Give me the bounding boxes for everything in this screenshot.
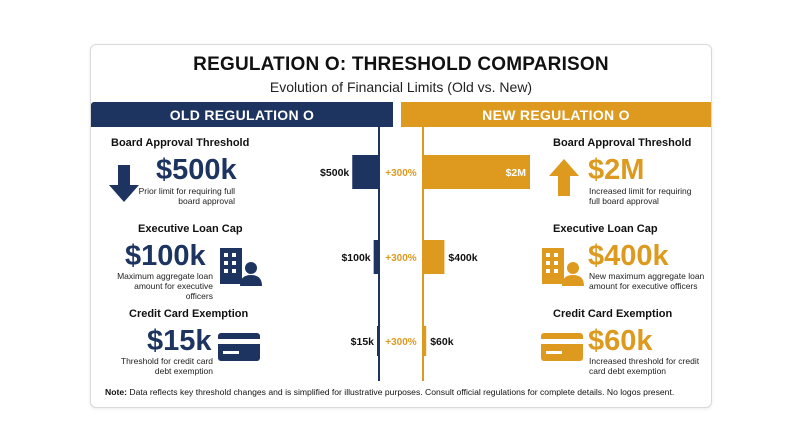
new-section-title-card: Credit Card Exemption bbox=[553, 308, 673, 320]
arrow-down-icon bbox=[108, 165, 140, 208]
old-bar-label: $100k bbox=[341, 252, 370, 264]
footnote: Note: Data reflects key threshold change… bbox=[105, 387, 674, 397]
new-board-description: Increased limit for requiring full board… bbox=[589, 186, 692, 207]
infographic-card: REGULATION O: THRESHOLD COMPARISON Evolu… bbox=[90, 44, 712, 408]
old-board-description: Prior limit for requiring full board app… bbox=[138, 186, 235, 207]
new-bar bbox=[423, 240, 445, 274]
old-board-value: $500k bbox=[156, 154, 237, 186]
old-bar bbox=[373, 240, 379, 274]
new-bar-label: $60k bbox=[430, 336, 454, 348]
new-bar-label: $2M bbox=[506, 167, 527, 179]
new-section-title-board: Board Approval Threshold bbox=[553, 137, 692, 149]
building-executive-icon bbox=[540, 246, 584, 291]
new-section-title-loan: Executive Loan Cap bbox=[553, 223, 658, 235]
old-regulation-header: OLD REGULATION O bbox=[91, 102, 393, 127]
change-label: +300% bbox=[385, 168, 417, 179]
new-card-value: $60k bbox=[588, 325, 653, 357]
new-regulation-header: NEW REGULATION O bbox=[401, 102, 711, 127]
new-bar bbox=[423, 326, 427, 356]
old-bar bbox=[377, 326, 379, 356]
page-subtitle: Evolution of Financial Limits (Old vs. N… bbox=[269, 79, 533, 95]
new-board-value: $2M bbox=[588, 154, 645, 186]
old-section-title-board: Board Approval Threshold bbox=[111, 137, 250, 149]
arrow-up-icon bbox=[548, 158, 580, 201]
threshold-bar-chart: $500k $2M +300% $100k $400k +300% $15k $60k +300… bbox=[320, 127, 530, 381]
credit-card-icon bbox=[218, 333, 260, 366]
change-label: +300% bbox=[385, 253, 417, 264]
new-loan-description: New maximum aggregate loan amount for ex… bbox=[589, 271, 705, 292]
new-bar bbox=[423, 155, 530, 189]
old-bar-label: $500k bbox=[320, 167, 349, 179]
old-card-value: $15k bbox=[147, 325, 212, 357]
page-title: REGULATION O: THRESHOLD COMPARISON bbox=[193, 54, 609, 75]
old-bar bbox=[352, 155, 379, 189]
footnote-label: Note: bbox=[105, 387, 127, 397]
building-executive-icon bbox=[218, 246, 262, 291]
change-label: +300% bbox=[385, 337, 417, 348]
new-loan-value: $400k bbox=[588, 240, 669, 272]
new-bar-label: $400k bbox=[448, 252, 477, 264]
footnote-text: Data reflects key threshold changes and … bbox=[126, 387, 675, 397]
old-loan-description: Maximum aggregate loan amount for execut… bbox=[117, 271, 213, 302]
old-section-title-card: Credit Card Exemption bbox=[129, 308, 249, 320]
old-card-description: Threshold for credit card debt exemption bbox=[120, 356, 213, 377]
old-section-title-loan: Executive Loan Cap bbox=[138, 223, 243, 235]
old-bar-label: $15k bbox=[351, 336, 375, 348]
new-card-description: Increased threshold for credit card debt… bbox=[589, 356, 700, 377]
old-loan-value: $100k bbox=[125, 240, 206, 272]
credit-card-icon bbox=[541, 333, 583, 366]
